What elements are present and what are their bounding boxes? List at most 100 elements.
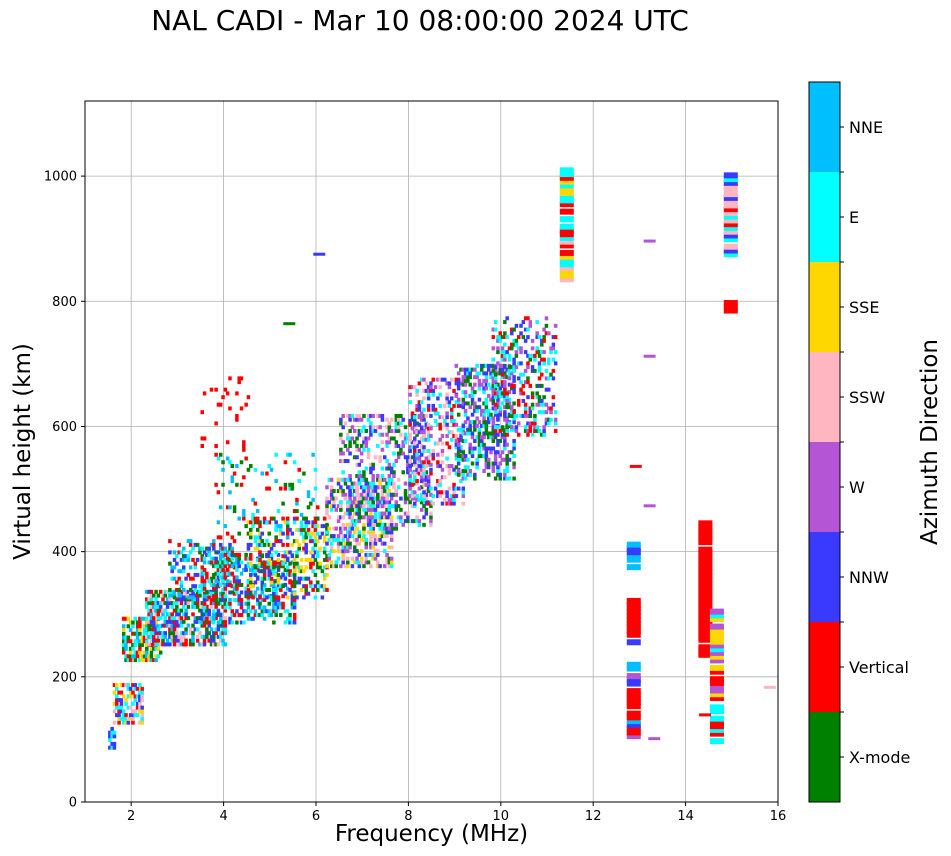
data-point [419,479,424,484]
data-point [156,631,161,636]
data-point [626,609,641,616]
data-point [559,234,574,241]
data-point [626,729,641,736]
data-point [394,526,399,531]
data-point [188,595,193,600]
data-point [486,472,491,477]
data-point [507,450,512,455]
data-point [177,569,181,574]
data-point [491,346,496,351]
data-point [260,612,265,617]
data-point [350,436,355,441]
data-point [359,474,364,479]
data-point [350,481,355,486]
data-point [230,479,235,484]
data-point [470,397,475,402]
data-point [445,441,449,446]
data-point [198,619,202,624]
data-point [255,557,260,562]
data-point [486,393,491,398]
data-point [366,522,371,527]
data-point [316,505,320,510]
data-point [258,535,262,540]
x-tick-label: 14 [677,809,694,824]
data-point [535,425,539,430]
data-point [336,489,341,494]
colorbar-segment [809,82,840,172]
data-point [394,504,399,509]
data-point [172,634,177,639]
data-point [516,376,521,381]
data-point [445,396,449,401]
data-point [138,639,142,644]
data-point [463,408,468,413]
data-point [528,413,533,418]
data-point [332,489,336,494]
data-point [237,612,241,617]
data-point [193,542,198,547]
data-point [366,500,371,505]
data-point [468,393,472,398]
data-point [376,504,380,509]
data-point [172,608,177,613]
data-point [140,716,144,721]
data-point [698,584,713,591]
data-point [322,587,327,592]
data-point [364,485,369,490]
data-point [362,474,366,479]
data-point [477,405,482,410]
data-point [406,466,410,471]
data-point [382,522,387,527]
data-point [473,472,477,477]
data-point [440,501,445,506]
data-point [218,546,223,551]
x-tick-label: 10 [493,809,510,824]
data-point [533,357,537,362]
data-point [191,612,195,617]
data-point [161,593,165,598]
data-point [322,576,327,581]
data-point [477,450,482,455]
data-point [149,623,154,628]
data-point [276,595,281,600]
data-point [723,191,738,198]
data-point [172,589,177,594]
data-point [540,432,544,437]
data-point [500,383,505,388]
data-point [408,459,412,464]
data-point [385,466,389,471]
data-point [149,593,154,598]
data-point [200,586,204,591]
colorbar-segment [809,622,840,712]
data-point [503,387,507,392]
data-point [510,450,514,455]
data-point [521,320,526,325]
data-point [128,705,133,710]
data-point [366,492,371,497]
data-point [452,433,456,438]
data-point [429,388,433,393]
data-point [362,537,366,542]
data-point [526,421,530,426]
data-point [216,627,221,632]
data-point [413,448,417,453]
data-point [371,507,375,512]
data-point [279,486,283,491]
data-point [376,496,380,501]
data-point [424,464,429,469]
data-point [512,410,516,415]
data-point [426,430,431,435]
data-point [242,443,246,448]
data-point [290,531,295,536]
data-point [489,431,493,436]
data-point [505,428,509,433]
data-point [212,546,216,551]
colorbar-frame [808,81,841,803]
data-point [140,639,144,644]
data-point [500,335,505,340]
data-point [503,405,507,410]
data-point [385,534,389,539]
data-point [138,694,142,699]
data-point [380,522,385,527]
data-point [205,620,209,625]
